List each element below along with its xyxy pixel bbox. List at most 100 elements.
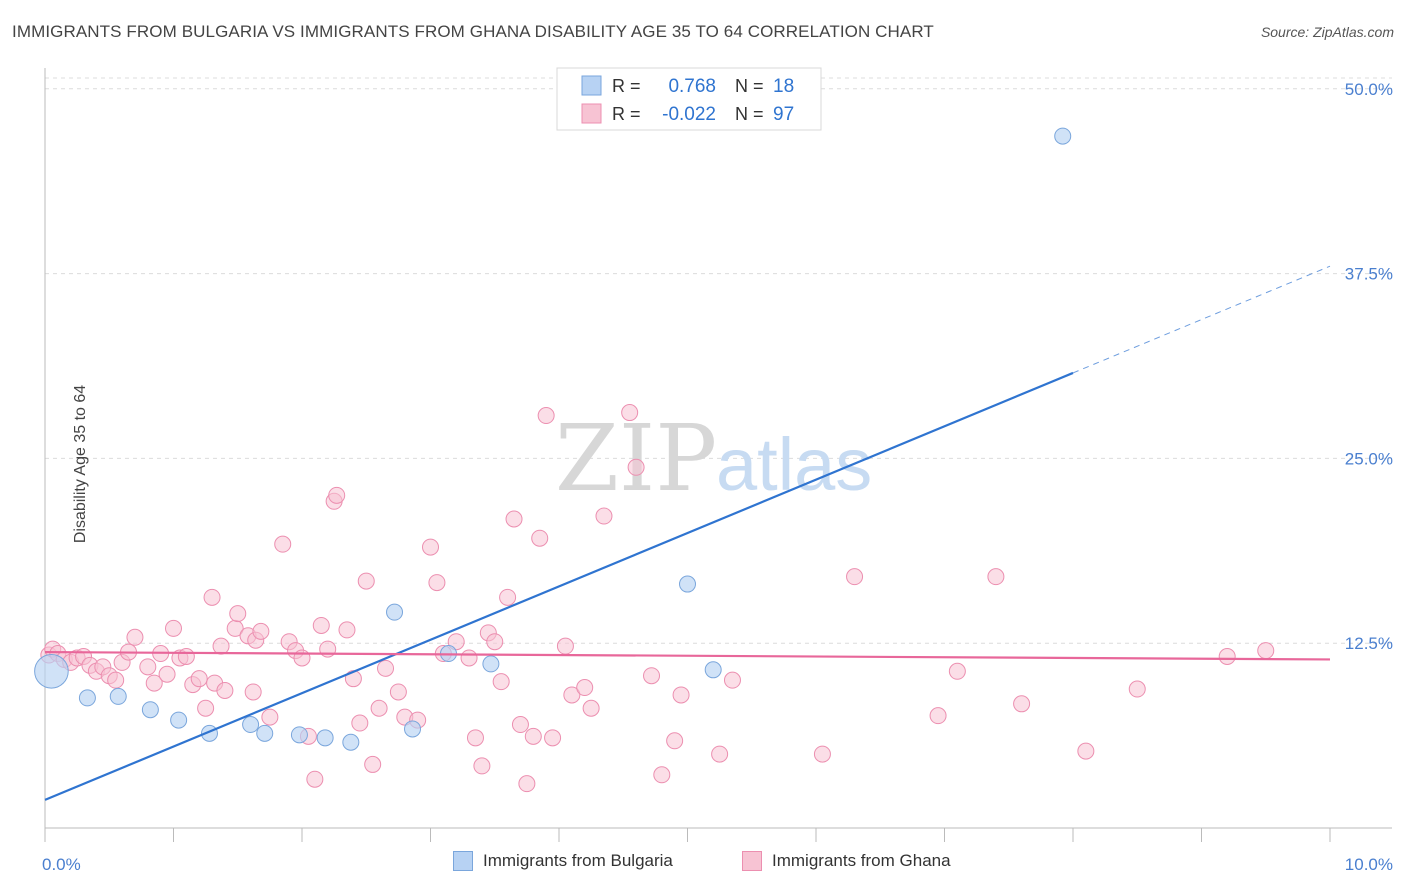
legend-label-ghana: Immigrants from Ghana (772, 851, 951, 870)
data-point-ghana (672, 686, 690, 704)
data-point-ghana (377, 659, 395, 677)
legend-r-label: R = (612, 104, 641, 124)
data-point-ghana (107, 671, 125, 689)
gridlines (45, 77, 1392, 644)
data-point-ghana (145, 674, 163, 692)
data-point-ghana (537, 407, 555, 425)
data-point-bulgaria (290, 726, 308, 744)
legend-r-value: -0.022 (662, 104, 716, 125)
y-tick-label: 37.5% (1345, 265, 1393, 284)
data-point-ghana (531, 529, 549, 547)
data-point-ghana (544, 729, 562, 747)
data-point-ghana (177, 648, 195, 666)
data-point-bulgaria (482, 655, 500, 673)
data-point-ghana (643, 667, 661, 685)
data-point-ghana (505, 510, 523, 528)
data-point-ghana (460, 649, 478, 667)
legend-swatch-ghana (742, 851, 762, 871)
y-axis-label: Disability Age 35 to 64 (72, 384, 90, 544)
data-point-ghana (447, 633, 465, 651)
data-point-bulgaria (141, 701, 159, 719)
data-point-bulgaria (109, 687, 127, 705)
data-point-ghana (492, 673, 510, 691)
data-point-ghana (139, 658, 157, 676)
data-point-ghana (274, 535, 292, 553)
data-point-ghana (524, 727, 542, 745)
data-point-ghana (212, 637, 230, 655)
legend-swatch-bulgaria (453, 851, 473, 871)
data-point-ghana (370, 699, 388, 717)
y-tick-label: 25.0% (1345, 449, 1393, 468)
data-point-bulgaria (679, 575, 696, 593)
data-point-bulgaria (342, 733, 360, 751)
data-point-ghana (1077, 742, 1095, 760)
data-point-ghana (929, 707, 947, 725)
watermark: ZIP atlas (555, 405, 872, 512)
data-point-ghana (306, 770, 324, 788)
data-point-ghana (518, 775, 536, 793)
data-point-ghana (846, 568, 864, 586)
x-tick-label: 0.0% (42, 855, 81, 874)
data-point-ghana (428, 574, 446, 592)
legend-label-bulgaria: Immigrants from Bulgaria (483, 851, 673, 870)
source-label: Source: ZipAtlas.com (1260, 24, 1394, 40)
data-point-ghana (165, 619, 182, 637)
legend-n-label: N = (735, 104, 764, 124)
data-point-ghana (364, 755, 382, 773)
data-point-ghana (190, 670, 208, 688)
y-tick-label: 50.0% (1345, 80, 1393, 99)
bulgaria-series (34, 127, 1072, 751)
data-point-ghana (582, 699, 600, 717)
data-point-bulgaria (34, 653, 69, 689)
data-point-bulgaria (316, 729, 334, 747)
data-point-ghana (511, 716, 529, 734)
data-point-ghana (338, 621, 356, 639)
data-point-ghana (1257, 642, 1275, 660)
data-point-ghana (666, 732, 684, 750)
y-tick-label: 12.5% (1345, 634, 1393, 653)
data-point-ghana (261, 708, 279, 726)
legend-item-ghana[interactable]: Immigrants from Ghana (742, 851, 951, 871)
data-point-bulgaria (256, 724, 274, 742)
data-point-bulgaria (242, 716, 260, 734)
data-point-ghana (197, 699, 215, 717)
legend-n-value: 97 (773, 104, 794, 125)
trend-line-bulgaria (44, 371, 1074, 801)
data-point-bulgaria (1054, 127, 1072, 145)
x-tick-label: 10.0% (1345, 855, 1393, 874)
data-point-ghana (357, 572, 375, 590)
legend-swatch-ghana (581, 103, 602, 124)
data-point-ghana (473, 757, 491, 775)
data-point-ghana (621, 404, 639, 422)
data-point-bulgaria (78, 689, 96, 707)
data-point-ghana (229, 605, 247, 623)
data-point-ghana (328, 486, 346, 504)
watermark-atlas: atlas (716, 423, 872, 506)
data-point-ghana (987, 568, 1005, 586)
trend-line-bulgaria-extension (1072, 265, 1331, 374)
legend-item-bulgaria[interactable]: Immigrants from Bulgaria (453, 851, 673, 871)
data-point-bulgaria (170, 711, 188, 729)
watermark-zip: ZIP (555, 405, 717, 512)
trend-lines (44, 265, 1331, 801)
data-point-ghana (948, 662, 966, 680)
legend-r-value: 0.768 (668, 76, 716, 97)
chart-title: IMMIGRANTS FROM BULGARIA VS IMMIGRANTS F… (12, 22, 934, 41)
data-point-ghana (158, 665, 176, 683)
data-point-ghana (312, 616, 330, 634)
data-point-ghana (422, 538, 439, 556)
data-point-ghana (466, 729, 484, 747)
data-point-ghana (203, 588, 221, 606)
data-point-bulgaria (404, 720, 422, 738)
data-point-ghana (293, 649, 311, 667)
data-point-ghana (723, 671, 741, 689)
data-point-ghana (252, 622, 270, 640)
data-point-ghana (126, 628, 144, 646)
tick-labels: 12.5% 25.0% 37.5% 50.0% 0.0% 10.0% (42, 80, 1393, 874)
legend-n-value: 18 (773, 76, 794, 97)
data-point-ghana (711, 745, 729, 763)
data-point-ghana (556, 637, 574, 655)
data-point-ghana (1128, 680, 1146, 698)
data-point-bulgaria (386, 603, 404, 621)
